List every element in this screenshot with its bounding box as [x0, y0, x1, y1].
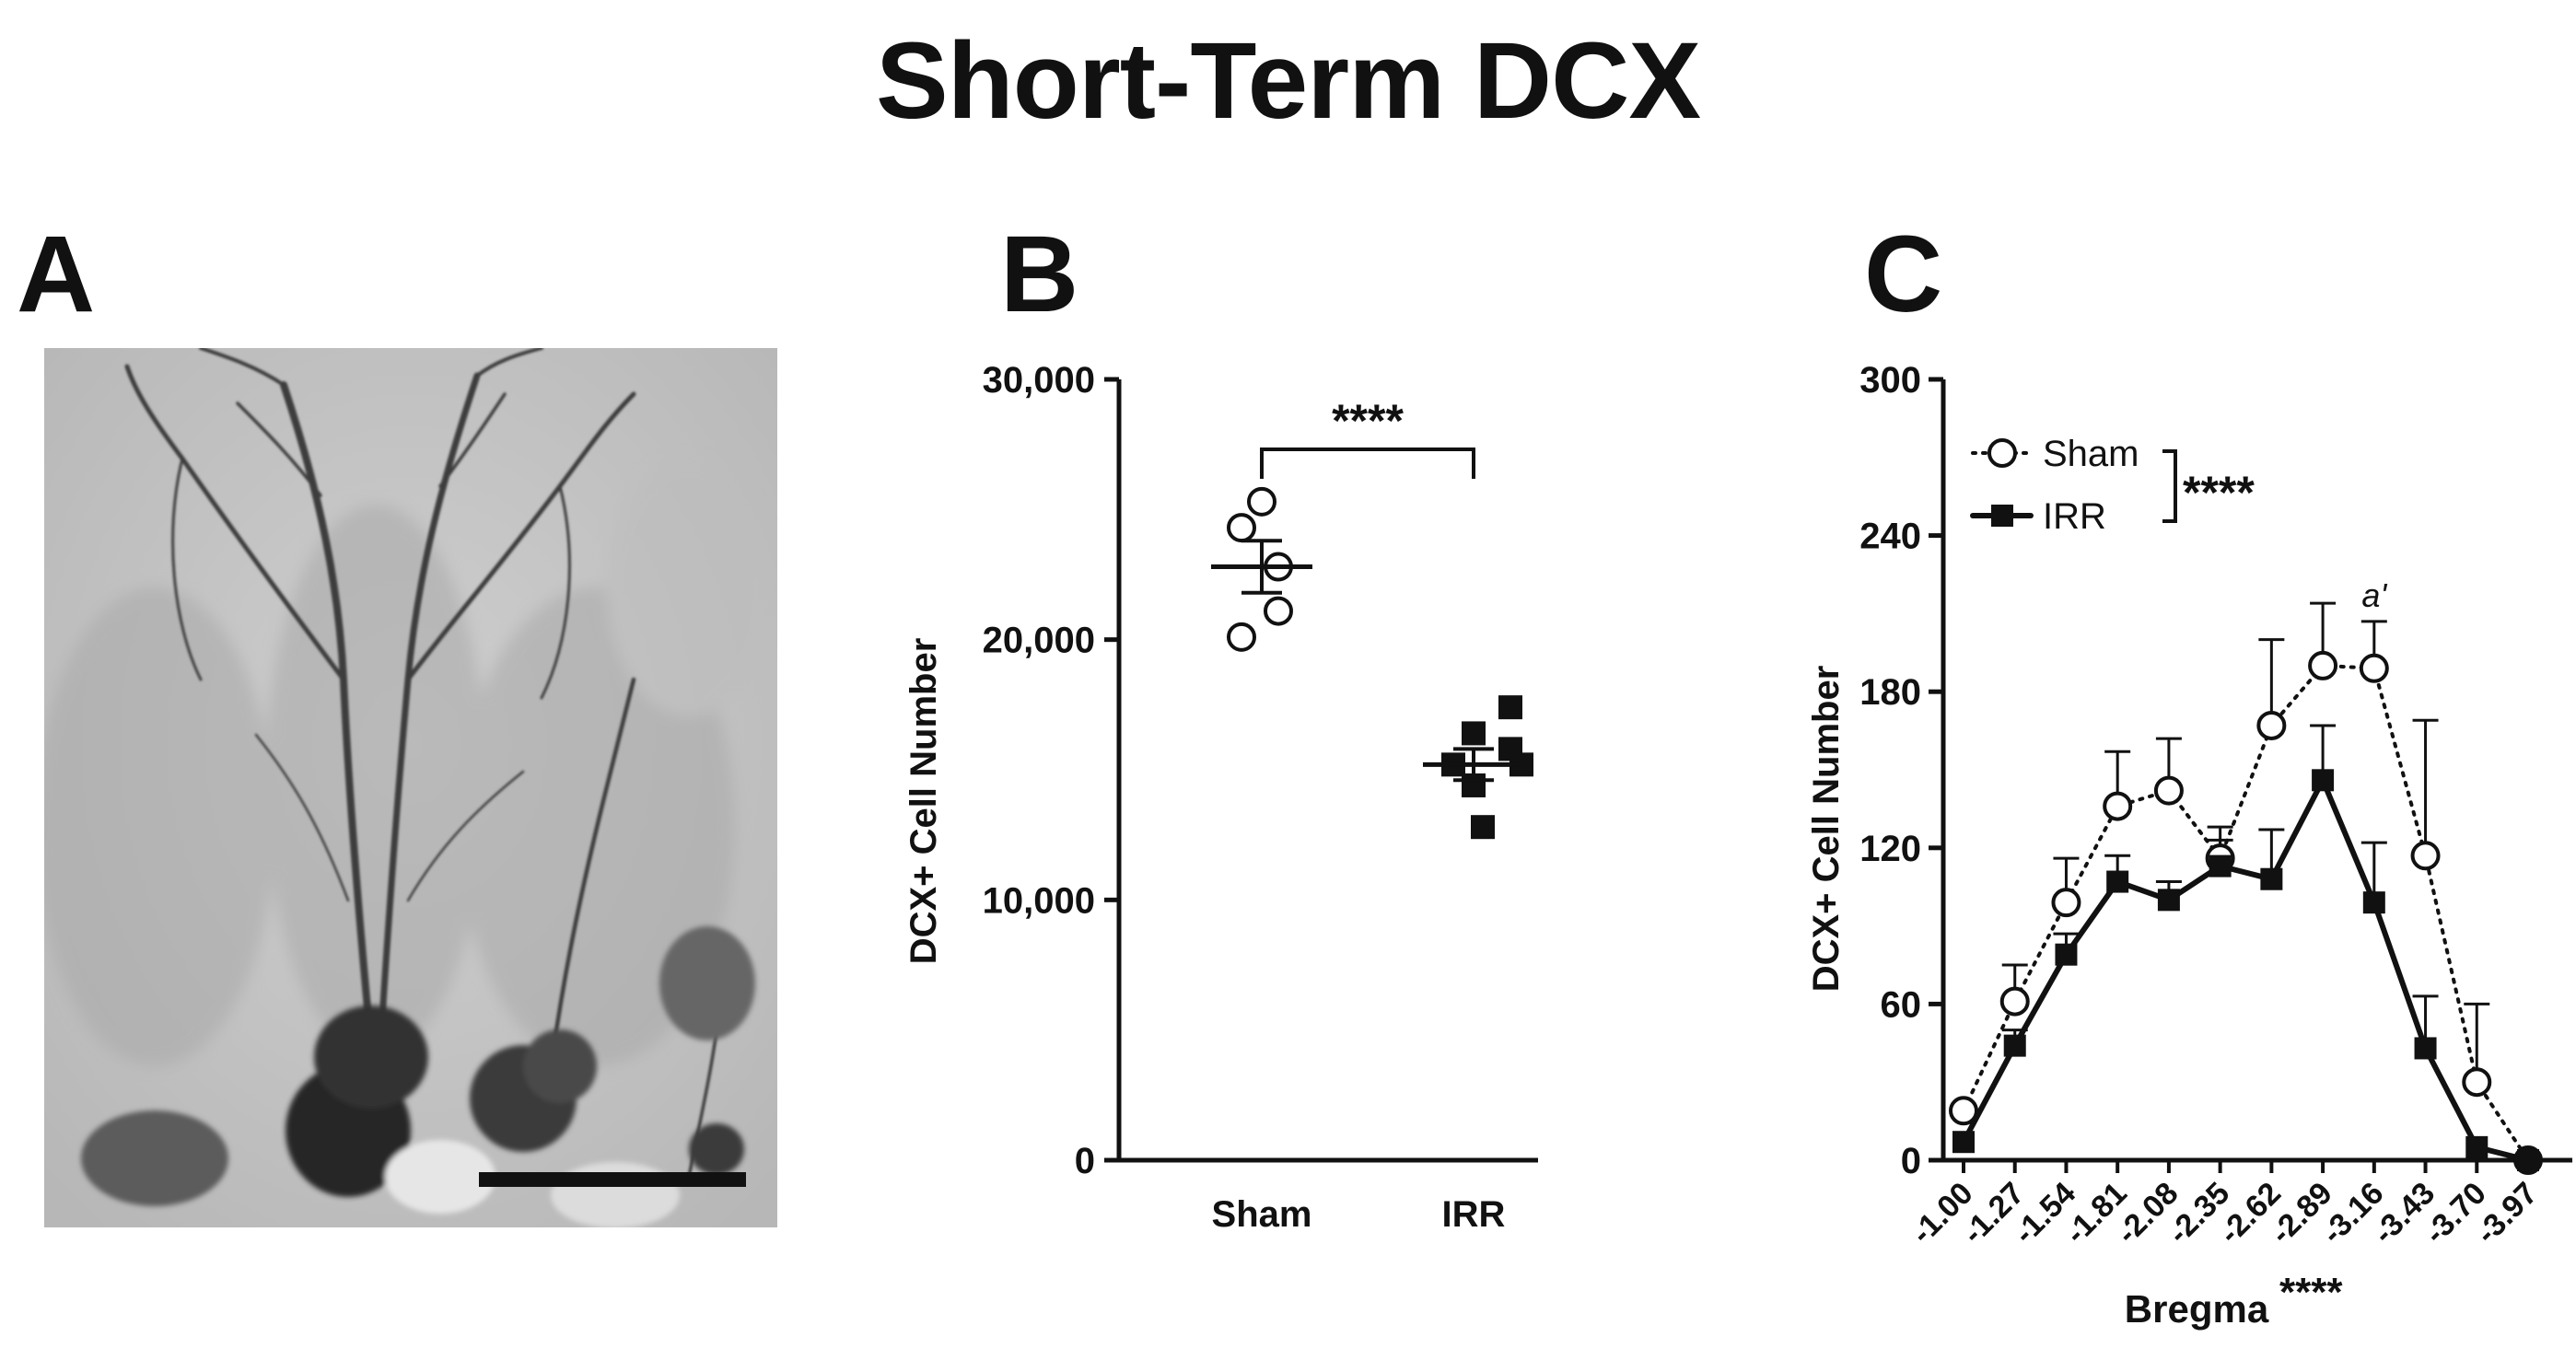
chart-c-annotation: a'	[2361, 576, 2387, 614]
chart-c-point-sham	[2462, 1067, 2492, 1098]
figure-title: Short-Term DCX	[875, 20, 1701, 142]
chart-c-y-axis-label: DCX+ Cell Number	[1806, 666, 1847, 993]
chart-c-point-sham	[2153, 775, 2184, 806]
chart-c-x-axis-significance: ****	[2279, 1270, 2343, 1315]
chart-b-y-tick-label: 0	[1075, 1141, 1095, 1181]
chart-c-y-tick-label: 300	[1859, 360, 1921, 401]
neuron-dendrites	[124, 348, 724, 1179]
panel-label-b: B	[1000, 214, 1079, 335]
chart-c-legend-marker-irr	[1991, 505, 2013, 527]
chart-c-x-tick-label: -3.97	[2469, 1176, 2545, 1251]
chart-b-significance-label: ****	[1332, 395, 1404, 447]
chart-c-point-irr	[2003, 1034, 2026, 1057]
chart-b-significance-bracket	[1260, 448, 1475, 479]
chart-c-y-tick-label: 180	[1859, 672, 1921, 713]
chart-c-legend-label-sham: Sham	[2043, 434, 2139, 474]
chart-c-legend-marker-sham	[1987, 438, 2017, 468]
chart-c-point-irr	[2517, 1149, 2539, 1171]
chart-c-point-irr	[2260, 867, 2283, 890]
chart-c-point-irr	[2465, 1135, 2489, 1158]
chart-b-point-sham	[1227, 513, 1256, 543]
chart-c-point-sham	[1999, 986, 2030, 1017]
panel-label-a: A	[17, 214, 96, 335]
chart-c: 060120180240300-1.00-1.27-1.54-1.81-2.08…	[1806, 360, 2572, 1331]
chart-c-legend-label-irr: IRR	[2043, 496, 2106, 537]
chart-c-line-irr	[1961, 773, 2531, 1163]
chart-b-point-irr	[1462, 721, 1486, 746]
chart-b-y-tick-label: 30,000	[983, 360, 1095, 401]
chart-c-point-sham	[2410, 841, 2441, 871]
chart-c-legend: Sham IRR ****	[1970, 434, 2255, 537]
chart-b-y-tick-label: 20,000	[983, 621, 1095, 661]
chart-c-line-sham	[1962, 663, 2530, 1162]
micrograph-image	[44, 348, 777, 1227]
scale-bar	[479, 1172, 746, 1187]
chart-c-y-tick-label: 240	[1859, 517, 1921, 557]
chart-c-legend-bracket	[2162, 449, 2177, 523]
chart-b-point-sham	[1247, 486, 1276, 517]
neuron-somata	[81, 926, 755, 1227]
chart-c-x-axis-label: Bregma	[2125, 1287, 2269, 1331]
chart-c-point-sham	[2359, 653, 2389, 683]
chart-c-y-tick-label: 60	[1881, 984, 1922, 1025]
chart-c-point-irr	[2106, 870, 2129, 893]
chart-c-point-irr	[2055, 943, 2078, 966]
chart-c-point-irr	[2362, 891, 2385, 914]
chart-c-point-irr	[1952, 1131, 1975, 1154]
chart-c-point-sham	[2051, 888, 2081, 918]
chart-c-point-irr	[2209, 854, 2232, 878]
chart-c-point-sham	[1949, 1096, 1978, 1126]
chart-c-point-sham	[2308, 650, 2338, 680]
chart-b-point-irr	[1471, 815, 1495, 840]
chart-c-point-irr	[2157, 889, 2180, 912]
chart-c-point-irr	[2312, 769, 2335, 792]
chart-c-legend-significance: ****	[2183, 467, 2255, 518]
chart-c-point-sham	[2256, 710, 2287, 740]
chart-c-y-tick-label: 120	[1859, 829, 1921, 869]
chart-b-y-tick-label: 10,000	[983, 880, 1095, 921]
chart-c-point-sham	[2103, 791, 2133, 821]
chart-b: 0 10,000 20,000 30,000 Sham IRR **** DCX+ Cel…	[903, 360, 1538, 1235]
chart-b-point-sham	[1264, 596, 1293, 626]
chart-b-point-sham	[1227, 622, 1256, 652]
chart-b-x-tick-label: IRR	[1442, 1194, 1506, 1235]
panel-label-c: C	[1864, 214, 1943, 335]
chart-b-point-irr	[1498, 695, 1522, 720]
chart-c-y-tick-label: 0	[1901, 1141, 1921, 1181]
chart-b-x-tick-label: Sham	[1212, 1194, 1312, 1235]
chart-c-point-irr	[2414, 1037, 2437, 1060]
chart-b-y-axis-label: DCX+ Cell Number	[903, 638, 944, 965]
